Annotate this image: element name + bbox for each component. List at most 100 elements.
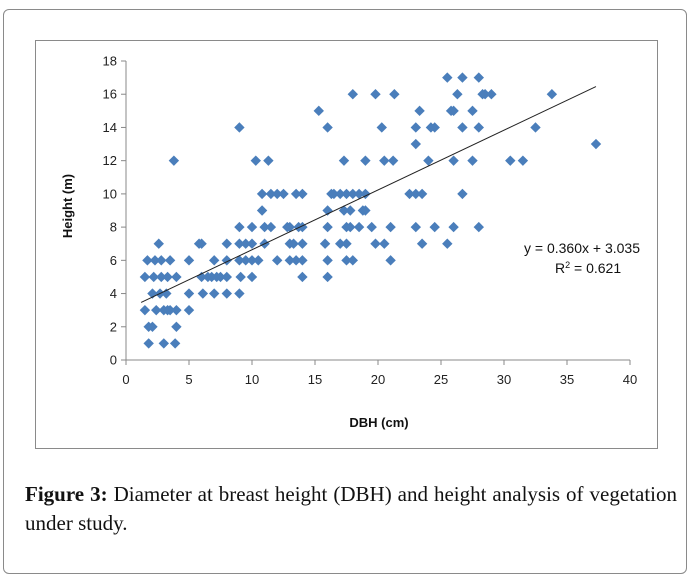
r-squared-value: = 0.621 bbox=[570, 260, 621, 276]
data-point bbox=[221, 271, 232, 283]
data-point bbox=[253, 255, 264, 266]
data-point bbox=[151, 304, 162, 316]
data-point bbox=[385, 221, 396, 233]
data-point bbox=[246, 255, 258, 266]
data-point bbox=[353, 221, 365, 233]
data-point bbox=[256, 188, 268, 200]
data-point bbox=[479, 89, 491, 100]
data-point bbox=[209, 255, 220, 266]
data-point bbox=[345, 205, 356, 216]
data-point bbox=[360, 205, 371, 216]
data-point bbox=[347, 255, 358, 266]
data-point bbox=[473, 122, 484, 133]
data-point bbox=[347, 188, 358, 200]
x-tick-label: 40 bbox=[623, 372, 637, 387]
data-point bbox=[196, 271, 207, 283]
data-point bbox=[313, 105, 324, 117]
data-point bbox=[385, 255, 396, 266]
data-point bbox=[171, 321, 182, 332]
data-point bbox=[376, 122, 387, 133]
y-tick-label: 14 bbox=[103, 120, 117, 135]
y-tick-label: 0 bbox=[110, 353, 117, 368]
y-tick-label: 2 bbox=[110, 319, 117, 334]
data-point bbox=[546, 89, 558, 100]
data-point bbox=[139, 271, 151, 283]
data-point bbox=[486, 89, 497, 100]
figure-label: Figure 3: bbox=[25, 482, 108, 506]
trendline-equation: y = 0.360x + 3.035 bbox=[524, 240, 640, 256]
data-point bbox=[263, 155, 274, 166]
x-axis-title: DBH (cm) bbox=[349, 415, 408, 430]
data-point bbox=[158, 338, 169, 349]
data-point bbox=[341, 188, 352, 200]
data-point bbox=[410, 221, 421, 233]
data-point bbox=[284, 221, 295, 233]
data-point bbox=[240, 255, 251, 266]
data-point bbox=[322, 221, 333, 233]
data-point bbox=[272, 188, 283, 200]
data-point bbox=[353, 188, 365, 200]
data-point bbox=[505, 155, 516, 166]
data-point bbox=[196, 238, 207, 249]
data-point bbox=[387, 155, 399, 166]
figure-caption: Figure 3: Diameter at breast height (DBH… bbox=[25, 480, 677, 538]
data-point bbox=[164, 255, 176, 266]
data-point bbox=[183, 304, 195, 316]
x-tick-label: 10 bbox=[245, 372, 259, 387]
data-point bbox=[183, 255, 195, 266]
data-point bbox=[246, 221, 258, 233]
data-point bbox=[404, 188, 415, 200]
data-point bbox=[448, 155, 459, 166]
data-point bbox=[473, 221, 484, 233]
data-point bbox=[423, 155, 434, 166]
data-point bbox=[452, 89, 463, 100]
data-point bbox=[197, 288, 209, 299]
trendline bbox=[140, 86, 597, 303]
data-point bbox=[250, 155, 261, 166]
data-point bbox=[410, 122, 421, 133]
data-point bbox=[341, 255, 352, 266]
data-point bbox=[473, 72, 484, 83]
data-point bbox=[290, 188, 302, 200]
data-point bbox=[335, 238, 346, 249]
data-point bbox=[234, 288, 245, 299]
x-tick-label: 0 bbox=[122, 372, 129, 387]
axes: 0 2 4 6 8 10 12 14 16 18 0 5 10 15 20 25 30 35 40 bbox=[103, 54, 638, 388]
data-point bbox=[457, 122, 468, 133]
data-point bbox=[410, 188, 421, 200]
data-point bbox=[272, 255, 283, 266]
figure-caption-text: Diameter at breast height (DBH) and heig… bbox=[25, 482, 677, 535]
data-point bbox=[530, 122, 541, 133]
data-point bbox=[370, 238, 381, 249]
data-point bbox=[448, 221, 459, 233]
data-point bbox=[457, 188, 468, 200]
data-point bbox=[278, 188, 289, 200]
data-point bbox=[328, 188, 340, 200]
data-point bbox=[288, 238, 299, 249]
scatter-plot: 0 2 4 6 8 10 12 14 16 18 0 5 10 15 20 25 30 35 40 DBH (cm)… bbox=[60, 54, 640, 431]
data-point bbox=[366, 221, 377, 233]
data-point bbox=[168, 155, 180, 166]
data-point bbox=[234, 238, 245, 249]
data-point bbox=[265, 221, 277, 233]
data-point bbox=[246, 271, 258, 283]
data-point bbox=[297, 221, 308, 233]
data-points bbox=[139, 72, 602, 349]
data-point bbox=[467, 105, 478, 117]
chart-area: 0 2 4 6 8 10 12 14 16 18 0 5 10 15 20 25 30 35 40 DBH (cm)… bbox=[35, 40, 658, 449]
data-point bbox=[149, 255, 161, 266]
data-point bbox=[183, 288, 195, 299]
data-point bbox=[416, 238, 428, 249]
data-point bbox=[169, 338, 181, 349]
y-tick-label: 4 bbox=[110, 286, 117, 301]
data-point bbox=[338, 155, 350, 166]
data-point bbox=[297, 271, 308, 283]
data-point bbox=[322, 255, 333, 266]
data-point bbox=[139, 304, 151, 316]
data-point bbox=[319, 238, 331, 249]
r-squared-letter: R bbox=[555, 260, 565, 276]
data-point bbox=[389, 89, 400, 100]
data-point bbox=[171, 271, 182, 283]
data-point bbox=[347, 89, 358, 100]
data-point bbox=[297, 188, 308, 200]
